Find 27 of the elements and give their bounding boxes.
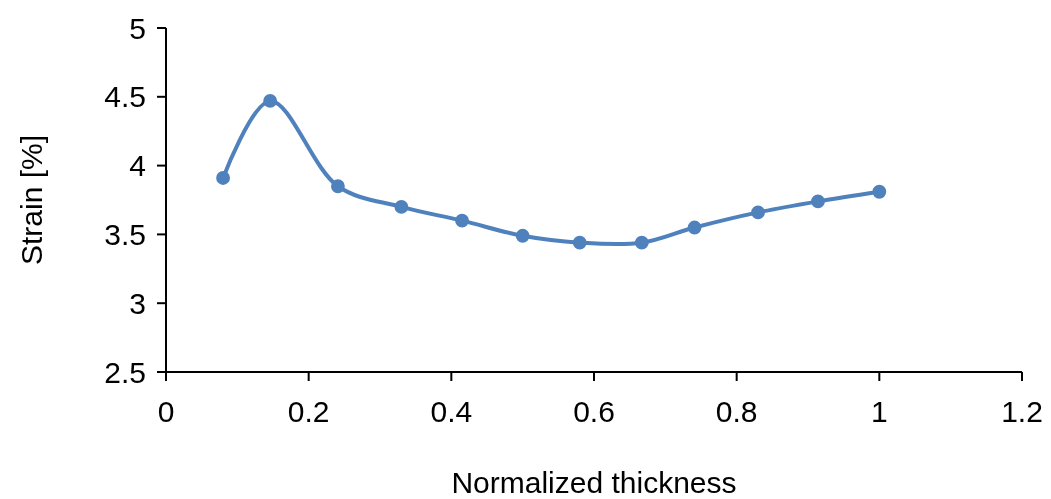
point (263, 94, 278, 108)
x-tick-label: 0.2 (287, 395, 330, 428)
y-tick-label: 4.5 (104, 80, 146, 114)
point (687, 220, 702, 235)
point (872, 184, 887, 199)
x-tick-label: 0.8 (715, 395, 758, 428)
y-tick-label: 3.5 (104, 217, 146, 251)
x-tick-label: 1.2 (1001, 395, 1043, 428)
x-axis-title: Normalized thickness (451, 466, 737, 499)
y-tick-label: 4 (129, 149, 146, 183)
y-axis-title: Strain [%] (15, 134, 48, 266)
point (634, 235, 649, 250)
point (811, 194, 825, 209)
x-tick-label: 0 (157, 395, 175, 428)
point (515, 228, 530, 243)
y-tick-label: 3 (129, 286, 146, 320)
point (751, 205, 765, 220)
x-tick-label: 0.6 (573, 395, 615, 428)
x-tick-label: 1 (870, 395, 888, 428)
point (331, 179, 345, 194)
point (455, 213, 469, 228)
point (572, 235, 587, 250)
point (394, 199, 409, 214)
y-tick-label: 5 (129, 11, 146, 45)
point (216, 171, 230, 185)
x-tick-label: 0.4 (430, 395, 473, 428)
y-tick-label: 2.5 (104, 355, 146, 389)
